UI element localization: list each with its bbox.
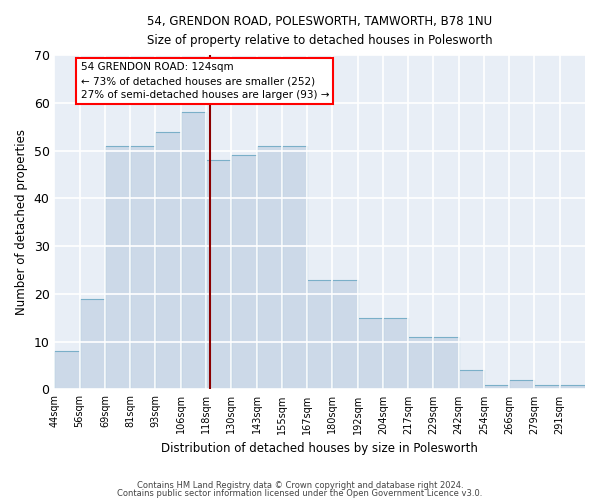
Text: Contains HM Land Registry data © Crown copyright and database right 2024.: Contains HM Land Registry data © Crown c… — [137, 481, 463, 490]
Text: 54 GRENDON ROAD: 124sqm
← 73% of detached houses are smaller (252)
27% of semi-d: 54 GRENDON ROAD: 124sqm ← 73% of detache… — [80, 62, 329, 100]
X-axis label: Distribution of detached houses by size in Polesworth: Distribution of detached houses by size … — [161, 442, 478, 455]
Bar — [433, 337, 458, 390]
Bar — [458, 370, 484, 390]
Bar — [509, 380, 535, 390]
Bar — [560, 384, 585, 390]
Bar — [80, 298, 105, 390]
Bar — [408, 337, 433, 390]
Title: 54, GRENDON ROAD, POLESWORTH, TAMWORTH, B78 1NU
Size of property relative to det: 54, GRENDON ROAD, POLESWORTH, TAMWORTH, … — [147, 15, 493, 47]
Text: Contains public sector information licensed under the Open Government Licence v3: Contains public sector information licen… — [118, 488, 482, 498]
Bar — [181, 112, 206, 390]
Bar — [130, 146, 155, 390]
Y-axis label: Number of detached properties: Number of detached properties — [15, 130, 28, 316]
Bar — [332, 280, 358, 390]
Bar — [484, 384, 509, 390]
Bar — [383, 318, 408, 390]
Bar — [535, 384, 560, 390]
Bar — [307, 280, 332, 390]
Bar — [257, 146, 282, 390]
Bar — [155, 132, 181, 390]
Bar — [206, 160, 231, 390]
Bar — [358, 318, 383, 390]
Bar — [282, 146, 307, 390]
Bar — [55, 351, 80, 390]
Bar — [105, 146, 130, 390]
Bar — [231, 156, 257, 390]
